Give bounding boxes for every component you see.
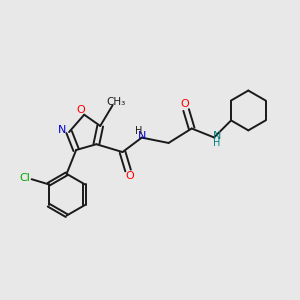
Text: O: O <box>125 171 134 181</box>
Text: O: O <box>76 105 85 115</box>
Text: N: N <box>212 131 221 142</box>
Text: N: N <box>138 131 147 141</box>
Text: H: H <box>213 138 220 148</box>
Text: Cl: Cl <box>20 173 31 183</box>
Text: H: H <box>135 126 142 136</box>
Text: CH₃: CH₃ <box>107 97 126 107</box>
Text: N: N <box>58 125 66 135</box>
Text: O: O <box>180 99 189 109</box>
